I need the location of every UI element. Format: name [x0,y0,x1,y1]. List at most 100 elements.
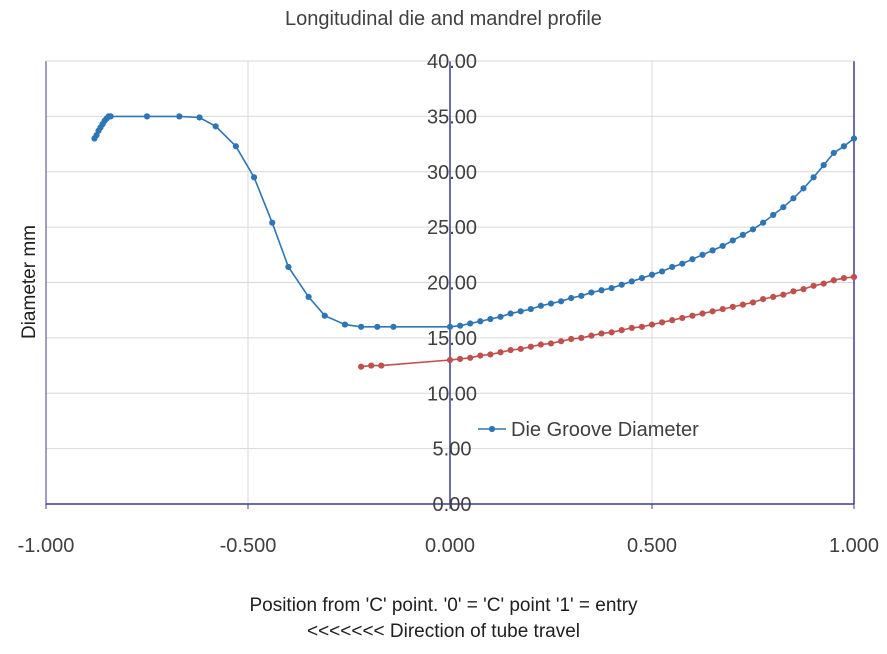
y-tick-label: 30.00 [427,162,477,184]
data-point [648,271,656,278]
x-tick-label: 0.500 [627,535,677,557]
data-point [638,274,646,282]
data-point [598,287,605,294]
data-point [547,300,555,307]
data-point [588,332,595,339]
data-point [497,313,504,320]
data-point [669,263,676,271]
data-point [558,338,565,345]
x-tick-label: -1.000 [18,535,75,557]
data-point [719,305,726,313]
data-point [527,343,534,350]
data-point [850,273,858,281]
data-point [341,321,349,328]
y-tick-label: 0.00 [433,494,472,516]
y-tick-label: 5.00 [433,439,472,461]
data-point [820,162,827,169]
data-point [749,299,757,306]
data-point [250,174,258,181]
legend: Die Groove Diameter [478,419,699,441]
data-point [618,281,625,288]
data-point [598,330,605,337]
y-tick-label: 15.00 [427,328,477,350]
data-point [840,143,848,150]
y-tick-label: 40.00 [427,51,477,73]
data-point [679,314,686,322]
data-point [689,256,696,263]
data-point [830,149,837,157]
data-point [497,349,504,356]
data-point [800,185,807,192]
data-point [749,226,757,233]
data-point [507,310,514,317]
data-point [143,113,151,120]
data-point [578,334,585,341]
data-point [760,219,767,226]
data-point [358,323,365,330]
data-point [699,310,706,317]
data-point [780,204,787,211]
data-point [578,292,585,299]
data-point [628,278,635,285]
data-point [358,363,365,370]
data-point [537,341,545,348]
data-point [790,288,797,295]
chart-title: Longitudinal die and mandrel profile [285,8,602,30]
data-point [305,293,312,300]
x-tick-label: -0.500 [220,535,277,557]
data-point [618,327,625,334]
tick-labels: 0.00 5.00 10.00 15.00 20.00 25.00 30.00 35.00 40… [18,51,879,557]
data-point [659,268,666,275]
data-point [547,340,555,347]
x-axis-label-line2: <<<<<<< Direction of tube travel [306,621,581,642]
data-point [840,274,848,282]
series-line-1 [93,115,855,328]
data-point [729,237,736,244]
data-point [608,329,615,336]
data-point [212,123,219,130]
data-point [390,323,397,330]
data-point [608,284,615,292]
data-point [739,231,747,238]
data-point [709,247,716,254]
data-point [800,286,807,293]
x-tick-label: 0.000 [425,535,475,557]
data-point [830,277,837,284]
axes [45,60,855,509]
data-point [196,114,203,121]
data-point [780,291,787,298]
data-point [679,260,686,267]
data-point [628,324,635,332]
data-point [810,174,817,181]
data-point [699,251,706,258]
data-point [321,312,328,319]
data-point [107,113,114,120]
data-point [770,211,777,219]
data-point [457,355,464,363]
data-point [467,354,474,361]
data-point [790,195,797,202]
data-point [467,320,474,327]
legend-marker [488,425,496,433]
legend-entry: Die Groove Diameter [511,419,699,441]
y-tick-label: 25.00 [427,217,477,239]
data-point [638,323,646,330]
data-point [709,308,716,315]
data-point [648,321,656,328]
data-point [659,319,666,326]
series-layer [91,113,858,370]
data-point [527,305,534,313]
data-point [739,301,747,308]
data-point [588,289,595,296]
y-tick-label: 20.00 [427,273,477,295]
data-point [669,317,676,324]
data-point [507,346,514,354]
y-tick-label: 10.00 [427,383,477,405]
data-point [760,296,767,303]
data-point [719,242,726,250]
data-point [477,318,484,325]
data-point [689,312,696,319]
data-point [487,351,494,358]
data-point [568,335,575,343]
